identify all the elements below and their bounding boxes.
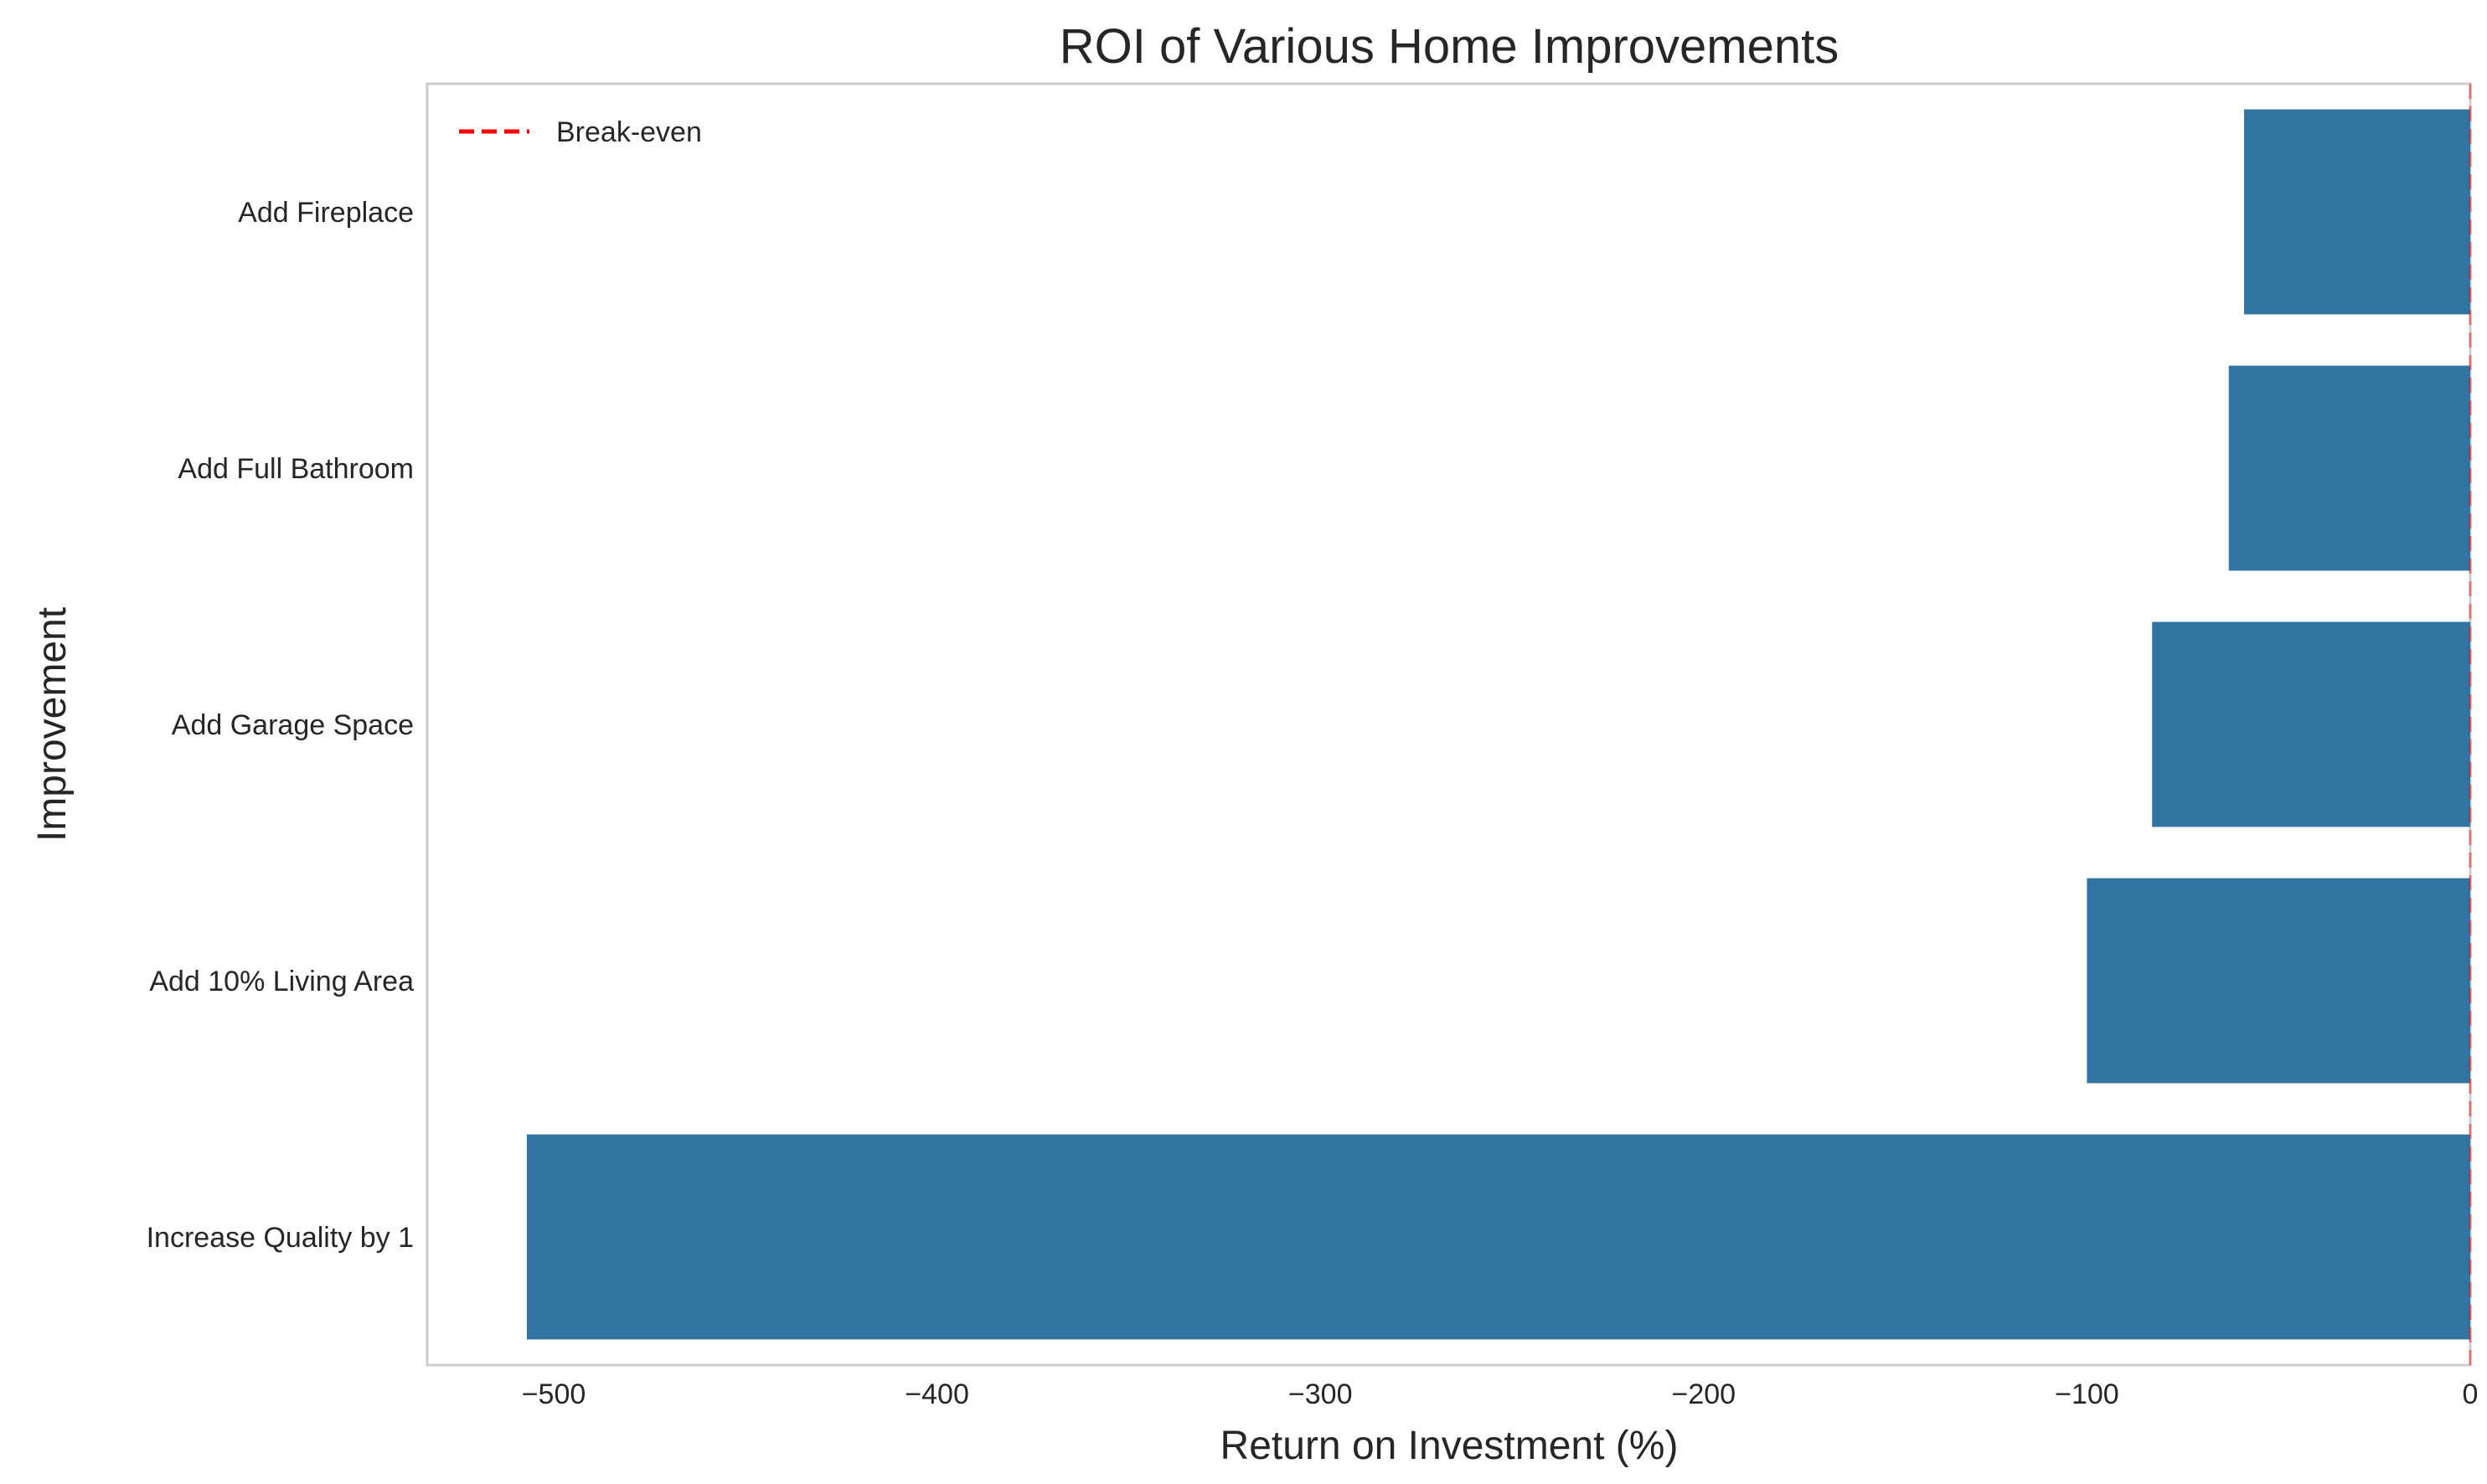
y-tick-label: Add Full Bathroom [178, 453, 414, 485]
bar-1 [2244, 109, 2470, 315]
y-tick-label: Add Fireplace [238, 197, 414, 229]
y-tick-label: Add 10% Living Area [149, 966, 414, 997]
bar-2 [2228, 365, 2470, 571]
y-tick-labels: Add Fireplace Add Full Bathroom Add Garage… [147, 197, 414, 1254]
bars-layer [526, 109, 2470, 1340]
bar-5 [526, 1134, 2470, 1340]
legend-label: Break-even [556, 116, 702, 148]
bar-3 [2152, 621, 2470, 827]
x-tick-label: −500 [522, 1378, 586, 1410]
x-tick-labels: −500 −400 −300 −200 −100 0 [522, 1378, 2479, 1410]
y-axis-title: Improvement [30, 607, 75, 842]
x-tick-label: −200 [1672, 1378, 1736, 1410]
x-tick-label: −100 [2055, 1378, 2119, 1410]
x-axis-title: Return on Investment (%) [1220, 1424, 1679, 1468]
x-tick-label: −400 [905, 1378, 969, 1410]
legend: Break-even [459, 116, 702, 148]
bar-4 [2087, 878, 2470, 1084]
y-tick-label: Add Garage Space [172, 709, 414, 741]
chart-title: ROI of Various Home Improvements [1060, 19, 1839, 74]
x-tick-label: 0 [2463, 1378, 2479, 1410]
y-tick-label: Increase Quality by 1 [147, 1222, 414, 1254]
x-tick-label: −300 [1288, 1378, 1353, 1410]
